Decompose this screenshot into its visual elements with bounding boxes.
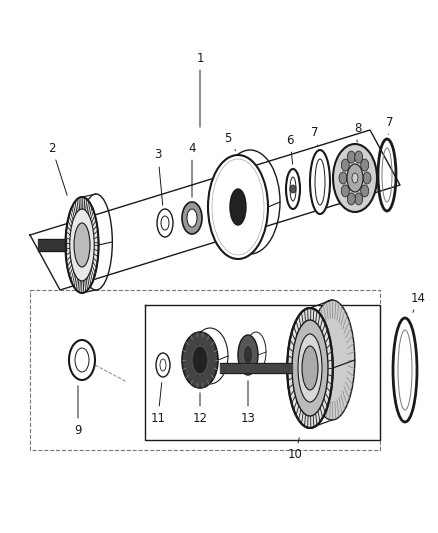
Ellipse shape (290, 177, 296, 201)
Ellipse shape (333, 144, 377, 212)
Ellipse shape (286, 169, 300, 209)
Text: 9: 9 (74, 386, 82, 437)
Ellipse shape (156, 353, 170, 377)
Ellipse shape (347, 151, 355, 163)
Text: 8: 8 (354, 122, 362, 142)
Text: 11: 11 (151, 383, 166, 424)
Ellipse shape (69, 340, 95, 380)
Ellipse shape (355, 193, 363, 205)
Text: 6: 6 (286, 133, 294, 164)
Ellipse shape (74, 223, 90, 267)
Ellipse shape (315, 159, 325, 205)
Ellipse shape (341, 185, 349, 197)
Ellipse shape (192, 346, 208, 374)
Ellipse shape (361, 159, 369, 171)
Ellipse shape (230, 189, 246, 225)
Ellipse shape (310, 150, 330, 214)
Ellipse shape (65, 197, 99, 293)
Ellipse shape (208, 155, 268, 259)
Ellipse shape (302, 346, 318, 390)
Ellipse shape (352, 173, 358, 183)
Text: 3: 3 (154, 149, 163, 205)
Ellipse shape (341, 159, 349, 171)
Ellipse shape (298, 334, 322, 402)
Text: 5: 5 (224, 132, 236, 151)
Text: 12: 12 (192, 393, 208, 424)
Ellipse shape (182, 332, 218, 388)
Text: 2: 2 (48, 141, 67, 196)
Ellipse shape (187, 209, 197, 227)
Text: 13: 13 (240, 381, 255, 424)
Text: 10: 10 (288, 438, 302, 462)
Ellipse shape (347, 193, 355, 205)
Ellipse shape (157, 209, 173, 237)
Ellipse shape (182, 202, 202, 234)
Text: 1: 1 (196, 52, 204, 127)
Ellipse shape (75, 348, 89, 372)
Ellipse shape (363, 172, 371, 184)
Ellipse shape (238, 335, 258, 375)
Text: 14: 14 (410, 292, 425, 312)
Ellipse shape (355, 151, 363, 163)
Ellipse shape (361, 185, 369, 197)
Ellipse shape (161, 216, 169, 230)
Ellipse shape (292, 320, 328, 416)
Ellipse shape (347, 164, 363, 192)
Ellipse shape (160, 359, 166, 371)
Ellipse shape (287, 308, 333, 428)
Ellipse shape (290, 185, 296, 193)
Ellipse shape (243, 345, 253, 365)
Text: 4: 4 (188, 141, 196, 197)
Text: 7: 7 (386, 116, 394, 134)
Text: 7: 7 (311, 126, 319, 146)
Ellipse shape (309, 300, 355, 420)
Ellipse shape (339, 172, 347, 184)
